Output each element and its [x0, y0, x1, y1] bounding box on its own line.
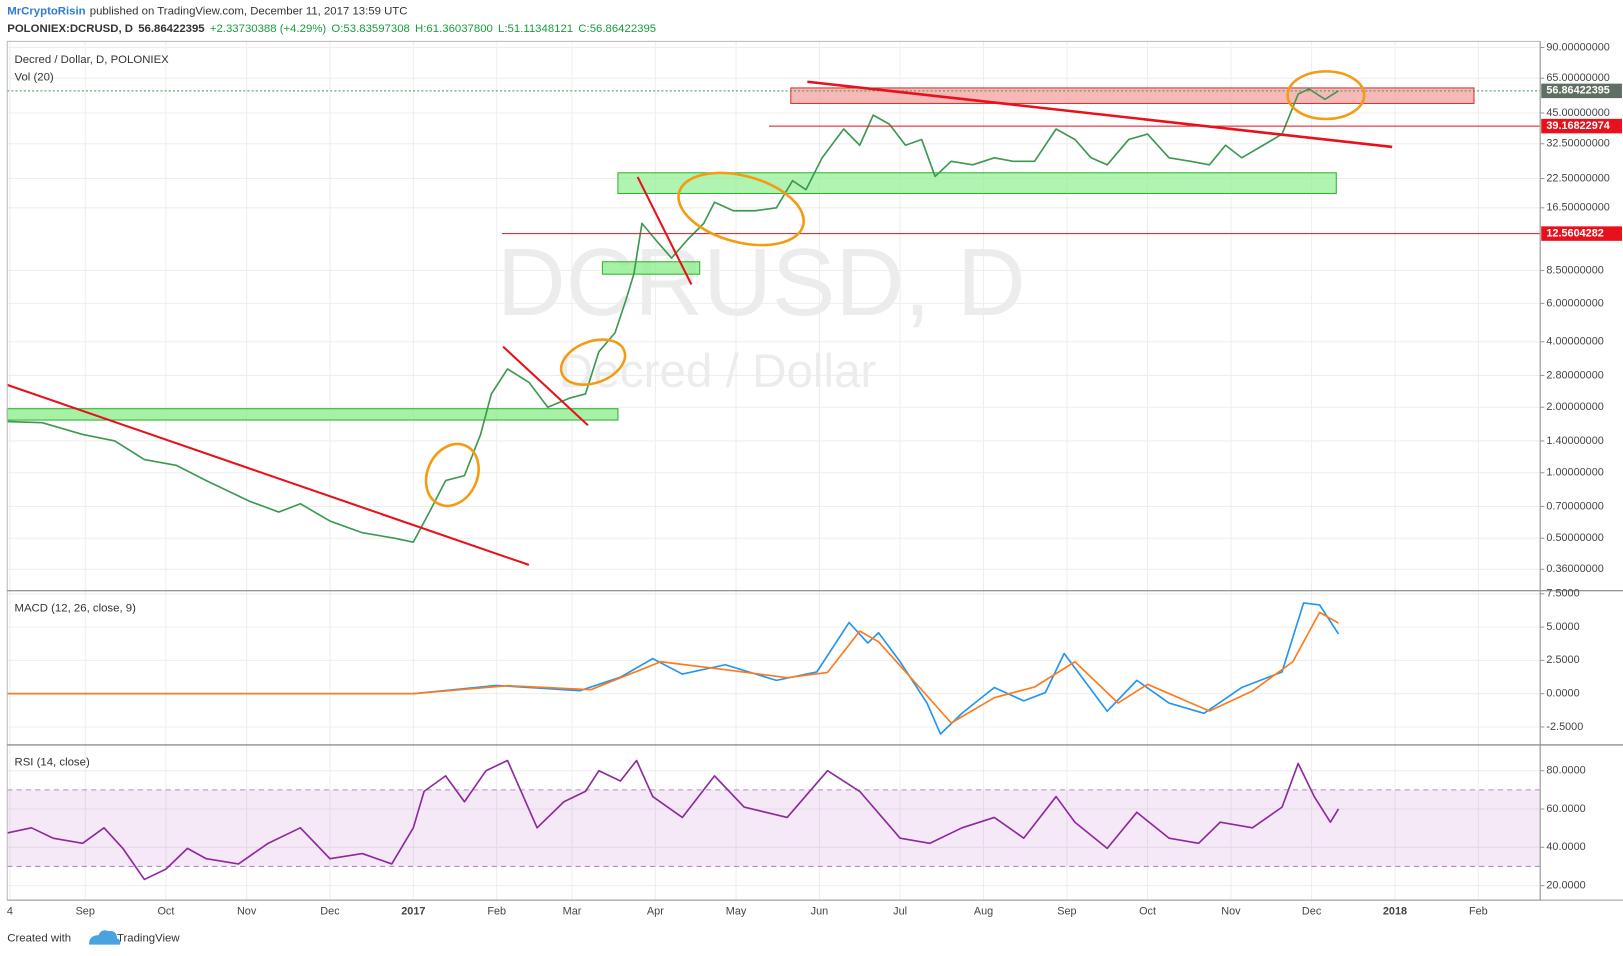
y-tick-label: 6.00000000: [1546, 297, 1603, 309]
trend-line: [636, 176, 693, 285]
highlight-ellipse: [424, 442, 480, 508]
x-tick-label: Sep: [1057, 905, 1076, 917]
series-line: [7, 602, 1340, 735]
footer-text: Created with: [7, 932, 71, 944]
y-tick-label: 32.50000000: [1546, 138, 1609, 150]
x-tick-label: 2017: [401, 905, 425, 917]
watermark: DCRUSD, D: [497, 230, 1026, 336]
x-tick-label: Dec: [1302, 905, 1322, 917]
y-tick-label: 60.0000: [1546, 803, 1585, 815]
price-label-box: [1541, 118, 1622, 134]
y-tick-label: 1.00000000: [1546, 467, 1603, 479]
watermark-sub: Decred / Dollar: [559, 345, 877, 398]
y-tick-label: 80.0000: [1546, 765, 1585, 777]
support-zone: [617, 172, 1337, 194]
volume-label: Vol (20): [14, 72, 53, 84]
x-tick-label: Oct: [157, 905, 174, 917]
pane-title: RSI (14, close): [14, 757, 89, 769]
series-line: [7, 611, 1339, 724]
x-tick-label: Feb: [487, 905, 506, 917]
symbol: POLONIEX:DCRUSD, D: [7, 23, 133, 35]
trend-line: [6, 383, 530, 566]
x-tick-label: Aug: [974, 905, 993, 917]
x-tick-label: Feb: [1469, 905, 1488, 917]
price-label: 39.16822974: [1546, 120, 1609, 132]
x-tick-label: 4: [7, 905, 13, 917]
published: published on TradingView.com, December 1…: [90, 5, 408, 17]
y-tick-label: 2.80000000: [1546, 369, 1603, 381]
x-tick-label: Nov: [1221, 905, 1241, 917]
price: 56.86422395: [138, 23, 205, 35]
author: MrCryptoRisin: [7, 5, 85, 17]
drawings-top: [6, 70, 1393, 566]
y-tick-label: 5.0000: [1546, 621, 1579, 633]
y-tick-label: 20.0000: [1546, 879, 1585, 891]
price-label-box: [1541, 83, 1622, 99]
pane-title: MACD (12, 26, close, 9): [14, 602, 136, 614]
x-tick-label: Dec: [320, 905, 340, 917]
y-tick-label: 45.00000000: [1546, 107, 1609, 119]
y-tick-label: 0.36000000: [1546, 563, 1603, 575]
price-label: 56.86422395: [1546, 85, 1609, 97]
y-tick-label: -2.5000: [1546, 721, 1583, 733]
grid: [7, 41, 1541, 901]
y-tick-label: 16.50000000: [1546, 202, 1609, 214]
low: L:51.11348121: [498, 23, 573, 35]
header-line: MrCryptoRisin published on TradingView.co…: [7, 5, 407, 17]
close: C:56.86422395: [578, 23, 656, 35]
x-tick-label: Apr: [647, 905, 664, 917]
x-tick-label: Nov: [237, 905, 257, 917]
series-layer: [7, 88, 1541, 881]
highlight-ellipse: [559, 338, 627, 386]
high: H:61.36037800: [415, 23, 493, 35]
rsi-band: [7, 789, 1541, 867]
change: +2.33730388 (+4.29%): [210, 23, 327, 35]
logo: [89, 930, 121, 945]
x-tick-label: May: [726, 905, 747, 917]
price-label: 12.5604282: [1546, 227, 1603, 239]
open: O:53.83597308: [331, 23, 409, 35]
x-tick-label: Oct: [1139, 905, 1156, 917]
y-tick-label: 8.50000000: [1546, 264, 1603, 276]
trend-line: [502, 345, 589, 426]
y-tick-label: 2.5000: [1546, 654, 1579, 666]
x-tick-label: Mar: [563, 905, 582, 917]
x-tick-label: Jun: [811, 905, 829, 917]
y-tick-label: 90.00000000: [1546, 41, 1609, 53]
y-tick-label: 40.0000: [1546, 841, 1585, 853]
trend-line: [807, 80, 1393, 149]
x-tick-label: Sep: [76, 905, 95, 917]
frame: [6, 40, 1541, 901]
y-tick-label: 65.00000000: [1546, 72, 1609, 84]
series-line: [7, 759, 1340, 881]
y-tick-label: 0.0000: [1546, 688, 1579, 700]
y-tick-label: 0.50000000: [1546, 532, 1603, 544]
y-tick-label: 4.00000000: [1546, 336, 1603, 348]
highlight-ellipse: [677, 171, 805, 247]
y-tick-label: 0.70000000: [1546, 500, 1603, 512]
support-zone: [601, 261, 701, 275]
brand: TradingView: [117, 932, 180, 944]
quote-line: POLONIEX:DCRUSD, D 56.86422395 +2.33730388…: [7, 23, 656, 35]
highlight-ellipse: [1286, 70, 1366, 121]
price-label-box: [1541, 226, 1622, 241]
y-tick-label: 2.00000000: [1546, 401, 1603, 413]
y-tick-label: 7.5000: [1546, 588, 1579, 600]
x-tick-label: Jul: [893, 905, 907, 917]
pane-title: Decred / Dollar, D, POLONIEX: [14, 54, 169, 66]
series-line: [7, 88, 1339, 543]
support-zone: [6, 408, 619, 421]
y-tick-label: 22.50000000: [1546, 172, 1609, 184]
y-tick-label: 1.40000000: [1546, 435, 1603, 447]
x-tick-label: 2018: [1383, 905, 1407, 917]
